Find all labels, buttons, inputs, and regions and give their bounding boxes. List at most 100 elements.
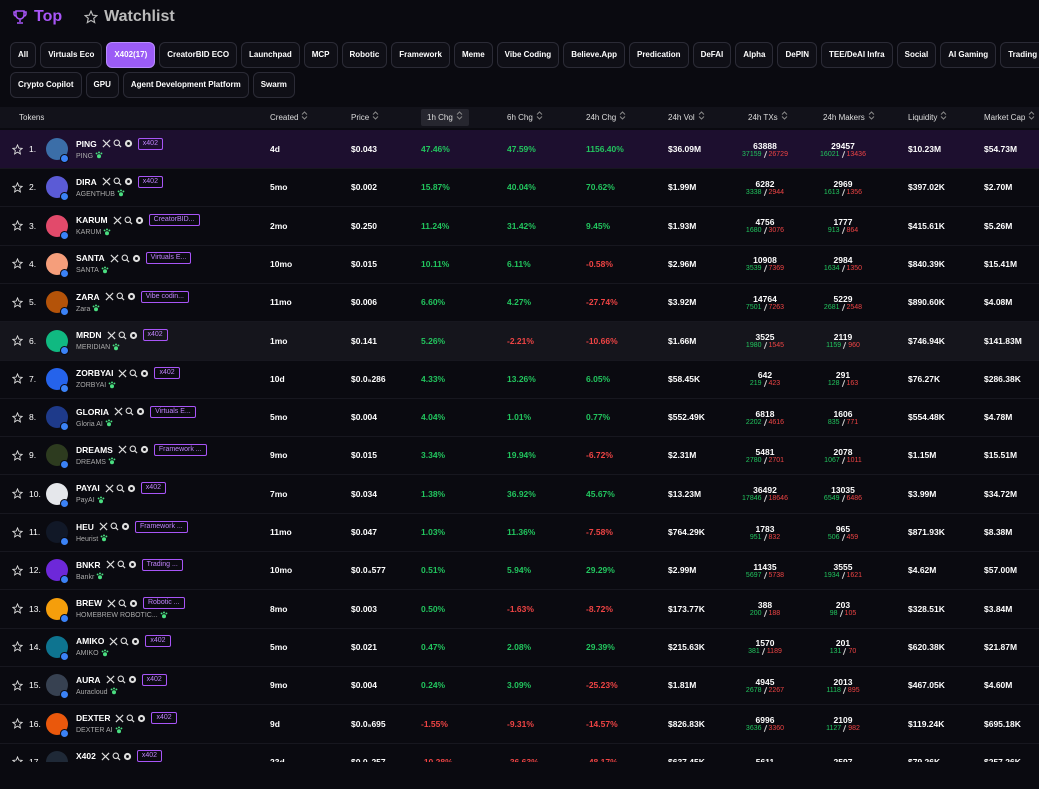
column-header[interactable]: 24h TXs [748, 107, 788, 128]
filter-chip[interactable]: Meme [453, 42, 493, 68]
filter-chip[interactable]: Alpha [735, 42, 774, 68]
watch-star[interactable] [12, 436, 23, 474]
token-row[interactable]: 9. DREAMS Framework ... DREAMS 9mo $0.015 3.34… [0, 436, 1039, 476]
txs-buys: 2678 [745, 686, 762, 694]
column-header[interactable]: Created [270, 107, 308, 128]
watch-star[interactable] [12, 130, 23, 168]
token-info: DREAMS Framework ... DREAMS [76, 443, 207, 467]
token-row[interactable]: 10. PAYAI x402 PayAI 7mo $0.034 1.38% 36.92% 45.… [0, 475, 1039, 514]
filter-chip[interactable]: Vibe Coding [496, 42, 560, 68]
filter-chip[interactable]: Framework [391, 42, 450, 68]
watch-star[interactable] [12, 551, 23, 589]
cell-liquidity: $890.60K [908, 297, 945, 308]
filter-chip[interactable]: Swarm [252, 72, 295, 98]
cell-liquidity: $4.62M [908, 565, 937, 576]
txs-total: 5611 [755, 756, 775, 762]
token-row[interactable]: 12. BNKR Trading ... Bankr 10mo $0.0₄577 0.51%… [0, 551, 1039, 591]
filter-chip[interactable]: Social [896, 42, 937, 68]
column-header[interactable]: 24h Makers [823, 107, 875, 128]
filter-chip[interactable]: Launchpad [241, 42, 300, 68]
filter-chip[interactable]: DeFAI [692, 42, 732, 68]
filter-chip[interactable]: Agent Development Platform [122, 72, 249, 98]
token-row[interactable]: 8. GLORIA Virtuals E... Gloria AI 5mo $0.004 4… [0, 398, 1039, 438]
cell-liquidity: $328.51K [908, 603, 945, 614]
column-header[interactable]: 24h Chg [586, 107, 626, 128]
social-icons [114, 407, 145, 416]
token-row[interactable]: 2. DIRA x402 AGENTHUB 5mo $0.002 15.87% 40.04% 7… [0, 168, 1039, 208]
filter-chip[interactable]: Virtuals Eco [40, 42, 103, 68]
cell-created: 5mo [270, 182, 288, 193]
watch-star[interactable] [12, 360, 23, 398]
watch-star[interactable] [12, 207, 23, 245]
tab-top[interactable]: Top [12, 8, 62, 26]
column-header[interactable]: 6h Chg [507, 107, 543, 128]
watch-star[interactable] [12, 398, 23, 436]
cell-chg-6h: -1.63% [507, 603, 534, 614]
watch-star[interactable] [12, 475, 23, 513]
filter-chip[interactable]: CreatorBID ECO [159, 42, 238, 68]
txs-split: 2202 4616 [746, 419, 784, 426]
makers-split: 1159 960 [826, 342, 860, 349]
filter-chip[interactable]: MCP [303, 42, 338, 68]
filter-chip[interactable]: AI Gaming [940, 42, 997, 68]
txs-sells: 3360 [768, 725, 785, 732]
divider [841, 418, 845, 426]
cell-chg-1h: 15.87% [421, 182, 450, 193]
filter-chip[interactable]: DePIN [777, 42, 818, 68]
tab-watchlist[interactable]: Watchlist [84, 8, 175, 26]
token-row[interactable]: 4. SANTA Virtuals E... SANTA 10mo $0.015 10.11… [0, 245, 1039, 284]
filter-chip[interactable]: Trading [1000, 42, 1039, 68]
cell-chg-6h: -36.63% [507, 756, 539, 762]
cell-chg-6h: -9.31% [507, 718, 534, 729]
cell-chg-6h: 6.11% [507, 258, 531, 269]
filter-chip[interactable]: Predication [628, 42, 689, 68]
watch-star[interactable] [12, 513, 23, 551]
watch-star[interactable] [12, 666, 23, 704]
token-row[interactable]: 11. HEU Framework ... Heurist 11mo $0.047 1.03… [0, 513, 1039, 552]
token-row[interactable]: 7. ZORBYAI x402 ZORBYAI 10d $0.0₅286 4.33% 13.2… [0, 360, 1039, 399]
watch-star[interactable] [12, 322, 23, 360]
token-row[interactable]: 6. MRDN x402 MERIDIAN 1mo $0.141 5.26% -2.21% -1… [0, 321, 1039, 361]
watch-star[interactable] [12, 590, 23, 628]
token-name: Auracloud [76, 688, 108, 696]
filter-chip[interactable]: Crypto Copilot [10, 72, 82, 98]
cell-txs: 1783 951 832 [735, 513, 795, 551]
token-row[interactable]: 16. DEXTER x402 DEXTER AI 9d $0.0₅695 -1.55% -9… [0, 705, 1039, 744]
filter-chip[interactable]: Robotic [341, 42, 388, 68]
token-row[interactable]: 14. AMIKO x402 AMIKO 5mo $0.021 0.47% 2.08% 29.3… [0, 628, 1039, 667]
token-row[interactable]: 3. KARUM CreatorBID... KARUM 2mo $0.250 11.24%… [0, 207, 1039, 246]
token-row[interactable]: 1. PING x402 PING 4d $0.043 47.46% 47.59% 1156.4… [0, 130, 1039, 169]
token-row[interactable]: 5. ZARA Vibe codin... Zara 11mo $0.006 6.60% 4.… [0, 283, 1039, 323]
sort-icon [940, 107, 947, 128]
social-icons [106, 330, 138, 340]
filter-chip[interactable]: X402(17) [106, 42, 156, 68]
watch-star[interactable] [12, 628, 23, 666]
token-name-line: DREAMS [76, 457, 207, 467]
watch-star[interactable] [12, 743, 23, 762]
filter-chip[interactable]: Believe.App [563, 42, 625, 68]
watch-star[interactable] [12, 168, 23, 206]
watch-star[interactable] [12, 283, 23, 321]
cell-chg-6h: 4.27% [507, 297, 532, 308]
watch-star[interactable] [12, 705, 23, 743]
column-header[interactable]: Market Cap [984, 107, 1035, 128]
token-info: DIRA x402 AGENTHUB [76, 175, 163, 199]
filter-chip[interactable]: All [10, 42, 37, 68]
cell-mcap: $4.60M [984, 680, 1013, 691]
watch-star[interactable] [12, 245, 23, 283]
divider [763, 418, 767, 426]
filter-chip[interactable]: TEE/DeAI Infra [821, 42, 893, 68]
token-tag: Virtuals E... [150, 405, 196, 418]
token-row[interactable]: 17. X402 x402 23d $0.0₅257 -10.28% -36.63% -48.… [0, 743, 1039, 762]
token-row[interactable]: 13. BREW Robotic ... HOMEBREW ROBOTIC... 8mo… [0, 590, 1039, 629]
cell-makers: 29457 16021 13436 [813, 130, 873, 168]
column-header[interactable]: 24h Vol [668, 107, 705, 128]
column-header[interactable]: Liquidity [908, 107, 947, 128]
filter-chip[interactable]: GPU [85, 72, 119, 98]
token-row[interactable]: 15. AURA x402 Auracloud 9mo $0.004 0.24% 3.09% -… [0, 666, 1039, 706]
column-header[interactable]: Price [351, 107, 379, 128]
token-name-line: AGENTHUB [76, 189, 163, 199]
column-header[interactable]: 1h Chg [421, 109, 469, 126]
cell-txs: 10908 3539 7369 [735, 245, 795, 283]
token-line: ZORBYAI x402 [76, 367, 180, 380]
